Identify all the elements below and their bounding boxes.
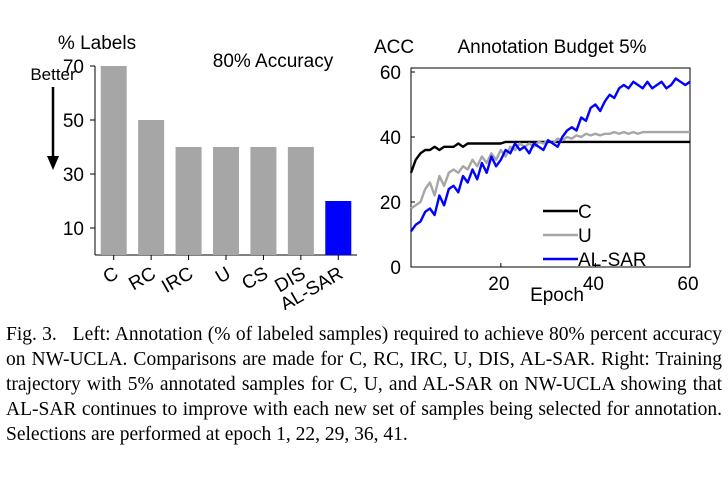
legend-label-c: C (578, 202, 592, 223)
bar-y-tick-label: 70 (63, 57, 84, 78)
line-y-tick-label: 0 (390, 258, 401, 279)
series-line-al-sar (410, 77, 691, 233)
bar-x-tick-label: RC (125, 263, 159, 295)
bar-y-axis-label: % Labels (58, 33, 136, 54)
bar-c (100, 66, 127, 255)
line-chart-title: Annotation Budget 5% (457, 37, 646, 58)
bar-y-tick-label: 50 (63, 111, 84, 132)
bar-y-tick-label: 30 (63, 165, 84, 186)
figure-caption: Fig. 3. Left: Annotation (% of labeled s… (6, 322, 722, 447)
line-y-tick-label: 60 (380, 63, 401, 84)
line-x-axis-label: Epoch (530, 285, 584, 306)
line-chart: 0 20 40 60 20 40 60 ACC Annotation Budget 5% Epoc… (374, 37, 699, 306)
legend-label-u: U (578, 226, 592, 247)
better-arrow-head (47, 156, 59, 170)
bar-x-tick-label: CS (239, 263, 272, 294)
figure: 10 30 50 70 C RC IRC U CS DIS AL-SAR% Labels Better… (30, 33, 699, 316)
bar-al-sar (325, 201, 352, 255)
legend-label-al-sar: AL-SAR (578, 250, 647, 271)
line-x-tick-label: 60 (677, 274, 698, 295)
bar-x-tick-label: C (100, 263, 122, 288)
better-label: Better (30, 65, 76, 84)
line-y-axis-label: ACC (374, 37, 414, 58)
line-plot-frame (410, 67, 691, 268)
bar-dis (287, 147, 314, 255)
caption-figure-label: Fig. 3. (6, 324, 57, 345)
bar-u (213, 147, 239, 255)
bar-chart-title: 80% Accuracy (213, 51, 334, 72)
line-x-tick-label: 20 (488, 274, 509, 295)
bar-irc (175, 147, 202, 255)
bar-rc (138, 120, 165, 255)
bar-y-tick-label: 10 (63, 219, 84, 240)
bar-x-tick-label: IRC (158, 263, 197, 298)
series-line-c (409, 140, 690, 174)
caption-text: Left: Annotation (% of labeled samples) … (6, 324, 723, 445)
line-y-tick-label: 40 (380, 128, 401, 149)
bar-x-tick-label: U (212, 263, 234, 288)
line-y-tick-label: 20 (380, 193, 401, 214)
bar-cs (250, 147, 277, 255)
line-x-tick-label: 40 (583, 274, 604, 295)
series-line-u (410, 130, 690, 210)
